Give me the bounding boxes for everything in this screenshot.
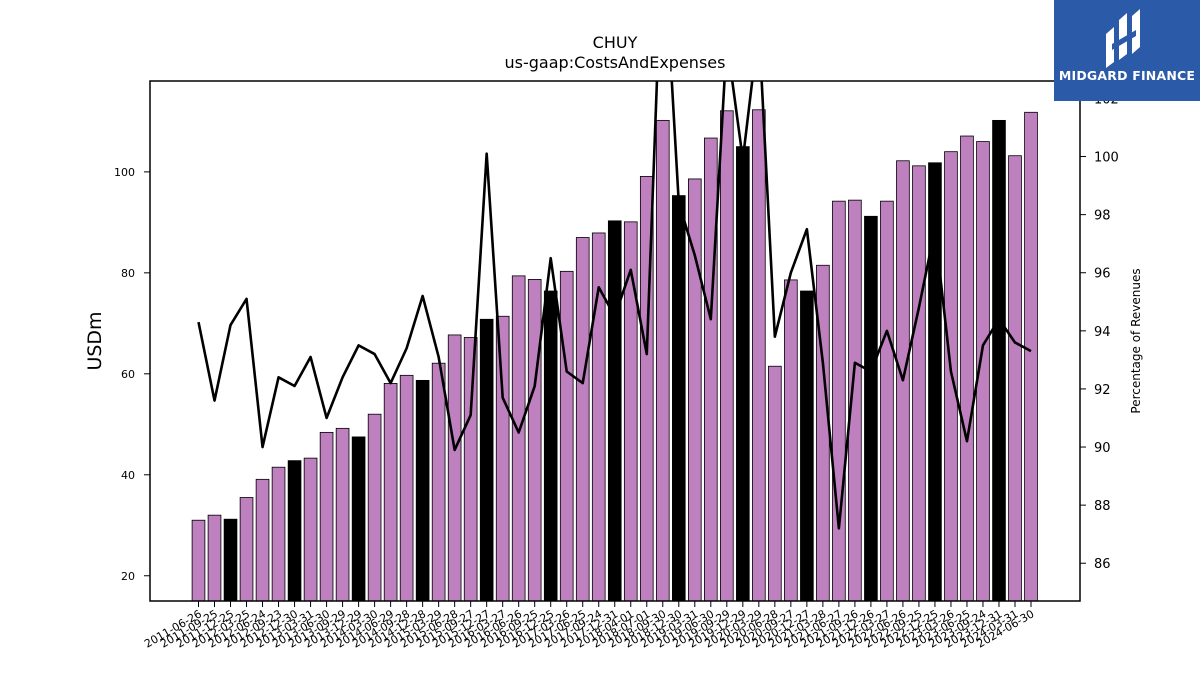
bar: [287, 460, 302, 602]
bar: [623, 221, 638, 602]
bar: [383, 383, 398, 602]
bar: [319, 431, 334, 602]
y-tick-label: 60: [121, 368, 135, 381]
bar: [832, 200, 846, 602]
y2-tick-label: 98: [1094, 209, 1111, 224]
y2-tick-label: 94: [1094, 325, 1111, 340]
bar: [784, 279, 798, 602]
bar: [255, 478, 270, 602]
bar: [479, 318, 494, 602]
bar: [431, 362, 446, 602]
y-axis-right: 86889092949698100102: [1080, 92, 1119, 572]
bar: [271, 466, 286, 602]
bar: [303, 457, 318, 602]
bar: [704, 137, 718, 602]
bar: [1008, 155, 1022, 602]
y-tick-label: 20: [121, 570, 135, 583]
bar: [463, 337, 478, 602]
y-axis-label: USDm: [84, 311, 106, 370]
bar: [607, 220, 622, 602]
y2-tick-label: 92: [1094, 383, 1111, 398]
y2-tick-label: 90: [1094, 441, 1111, 456]
y-axis-left: 20 40 60 80 100: [114, 166, 150, 583]
y2-tick-label: 88: [1094, 499, 1111, 514]
x-axis: 2011-06-262011-09-252011-12-252012-03-25…: [142, 601, 1037, 651]
bar: [800, 290, 814, 602]
bar: [864, 215, 878, 602]
bar: [720, 110, 734, 602]
line-path: [197, 81, 1032, 530]
bar: [912, 165, 926, 602]
bar: [992, 119, 1006, 602]
brand-logo: MIDGARD FINANCE: [1054, 0, 1200, 101]
line-series: [197, 81, 1032, 530]
y2-tick-label: 96: [1094, 267, 1111, 282]
bar: [191, 519, 206, 602]
y-tick-label: 40: [121, 469, 135, 482]
bar: [768, 365, 782, 602]
bar: [495, 315, 510, 602]
bar: [543, 290, 558, 602]
bar: [575, 237, 590, 602]
midgard-logo-icon: [1106, 9, 1140, 68]
bar: [351, 436, 366, 602]
bar: [367, 413, 382, 602]
bar: [527, 279, 542, 602]
bar: [399, 374, 414, 602]
y2-tick-label: 100: [1094, 151, 1119, 166]
bar: [880, 200, 894, 602]
bar: [223, 518, 238, 602]
bar: [239, 497, 254, 602]
brand-name: MIDGARD FINANCE: [1058, 68, 1196, 83]
y2-tick-label: 86: [1094, 557, 1111, 572]
bar: [559, 270, 574, 602]
bar: [447, 334, 462, 602]
bar: [736, 146, 750, 602]
bar-series: [191, 109, 1038, 602]
bar: [511, 275, 526, 602]
chart-title: CHUY: [593, 33, 638, 52]
y-tick-label: 80: [121, 267, 135, 280]
y-tick-label: 100: [114, 166, 135, 179]
bar: [335, 427, 350, 602]
bar: [207, 514, 222, 602]
bar: [752, 109, 766, 602]
y2-axis-label: Percentage of Revenues: [1129, 268, 1143, 413]
bar: [960, 135, 974, 602]
bar: [671, 195, 686, 602]
chart-subtitle: us-gaap:CostsAndExpenses: [505, 53, 726, 72]
bar: [415, 379, 430, 602]
bar: [1024, 111, 1038, 602]
bar: [655, 119, 670, 602]
